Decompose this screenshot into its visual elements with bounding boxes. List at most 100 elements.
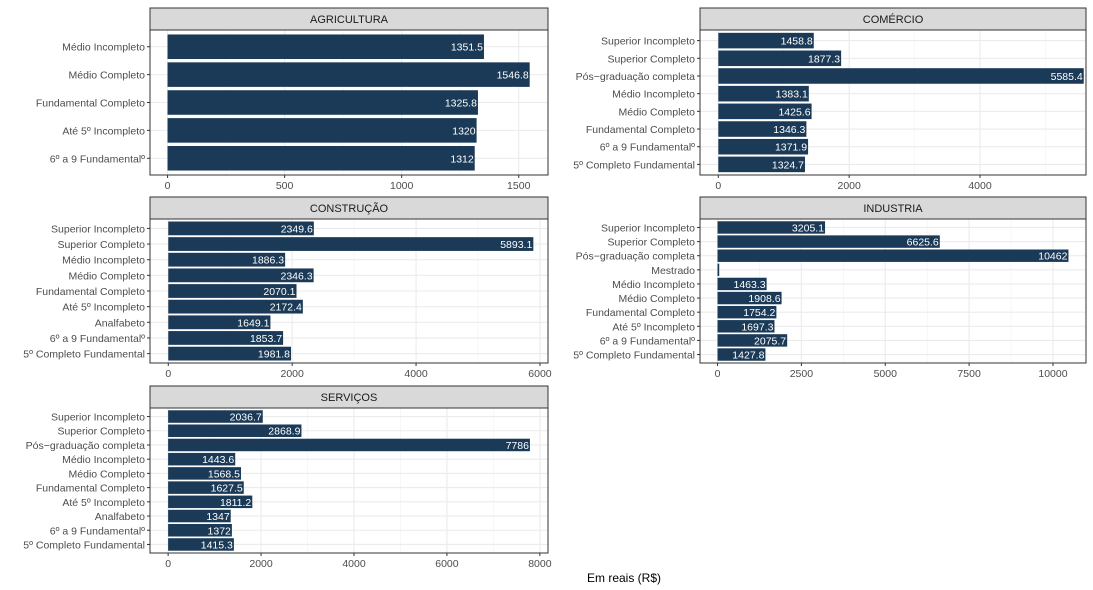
bar-value-label: 1697.3 — [741, 321, 773, 333]
bar-value-label: 5585.4 — [1051, 71, 1083, 83]
panel-comercio: COMÉRCIO 1458.8 Superior Incompleto 1877.3 S… — [573, 7, 1087, 192]
y-tick-label: Fundamental Completo — [36, 483, 145, 495]
y-tick-label: Superior Incompleto — [601, 36, 695, 48]
bar — [167, 34, 484, 59]
y-tick-label: Médio Completo — [69, 468, 146, 480]
bar-value-label: 1877.3 — [808, 53, 840, 65]
bar-value-label: 1427.8 — [732, 350, 764, 362]
panel-title: INDUSTRIA — [863, 203, 923, 215]
y-tick-label: Médio Completo — [619, 106, 696, 118]
bar — [168, 509, 231, 523]
bar — [168, 268, 314, 283]
bar-value-label: 1463.3 — [733, 279, 765, 291]
x-tick-label: 8000 — [528, 558, 552, 570]
bar-value-label: 1325.8 — [445, 98, 477, 110]
y-tick-label: Médio Incompleto — [62, 454, 145, 466]
y-tick-label: Superior Completo — [607, 237, 695, 249]
bar — [717, 305, 777, 319]
y-tick-label: 6º a 9 Fundamentalº — [50, 333, 145, 345]
bar — [168, 467, 242, 480]
panel-title: SERVIÇOS — [321, 392, 378, 404]
bar-value-label: 1372 — [208, 525, 232, 537]
bar — [168, 495, 253, 509]
y-tick-label: Médio Incompleto — [62, 255, 145, 267]
x-tick-label: 0 — [715, 180, 721, 192]
bar — [718, 103, 812, 120]
panel-title: COMÉRCIO — [863, 13, 924, 26]
bar-value-label: 1324.7 — [772, 159, 804, 171]
x-tick-label: 6000 — [528, 368, 552, 380]
y-tick-label: Pós−graduação completa — [26, 440, 146, 452]
bar — [717, 334, 788, 347]
y-tick-label: Superior Incompleto — [601, 222, 695, 234]
x-tick-label: 4000 — [968, 180, 992, 192]
panel-servicos: SERVIÇOS 2036.7 Superior Incompleto 2868.9 S… — [23, 385, 552, 570]
y-tick-label: Superior Completo — [57, 239, 145, 251]
bar-value-label: 1347 — [206, 511, 230, 523]
y-tick-label: 6º a 9 Fundamentalº — [50, 525, 145, 537]
bar — [167, 90, 478, 115]
y-tick-label: 6º a 9 Fundamentalº — [50, 153, 145, 165]
x-tick-label: 10000 — [1038, 368, 1067, 380]
bar-value-label: 1383.1 — [776, 89, 808, 101]
bar-value-label: 1425.6 — [778, 106, 810, 118]
x-tick-label: 5000 — [874, 368, 898, 380]
bar-value-label: 1568.5 — [208, 468, 240, 480]
y-tick-label: Pós−graduação completa — [576, 251, 696, 263]
bar — [717, 221, 826, 234]
y-tick-label: Fundamental Completo — [36, 286, 145, 298]
bar — [168, 438, 530, 452]
bar — [168, 221, 314, 236]
x-tick-label: 0 — [715, 368, 721, 380]
panel-border — [699, 218, 1087, 364]
bar-value-label: 1351.5 — [451, 42, 483, 54]
bar — [168, 524, 232, 537]
bar — [717, 249, 1069, 262]
bar — [168, 252, 286, 267]
bar — [717, 348, 766, 361]
panel-construcao: CONSTRUÇÃO 2349.6 Superior Incompleto 5893.… — [23, 196, 552, 380]
y-tick-label: Analfabeto — [95, 511, 145, 523]
bar-value-label: 1546.8 — [497, 70, 529, 82]
bar — [718, 50, 842, 67]
bar-value-label: 1649.1 — [237, 317, 269, 329]
bar-value-label: 1371.9 — [775, 142, 807, 154]
bar-value-label: 1908.6 — [748, 293, 780, 305]
x-tick-label: 6000 — [435, 558, 459, 570]
y-tick-label: Superior Completo — [57, 426, 145, 438]
y-tick-label: Superior Incompleto — [51, 412, 145, 424]
y-tick-label: Até 5º Incompleto — [62, 302, 145, 314]
bar-value-label: 1627.5 — [211, 483, 243, 495]
bar-value-label: 2346.3 — [280, 270, 312, 282]
bar-value-label: 1886.3 — [252, 255, 284, 267]
bar — [168, 538, 234, 551]
y-tick-label: Superior Incompleto — [51, 223, 145, 235]
x-tick-label: 500 — [276, 180, 294, 192]
bar-value-label: 1853.7 — [250, 333, 282, 345]
bar-value-label: 1811.2 — [220, 497, 251, 509]
bar-value-label: 2075.7 — [754, 335, 786, 347]
bar-value-label: 6625.6 — [907, 237, 939, 249]
y-tick-label: Médio Incompleto — [612, 89, 695, 101]
bar — [717, 320, 775, 333]
bar-value-label: 2868.9 — [268, 426, 300, 438]
y-tick-label: 6º a 9 Fundamentalº — [600, 142, 695, 154]
y-tick-label: Médio Completo — [619, 293, 696, 305]
bar — [718, 85, 809, 102]
panel-title: CONSTRUÇÃO — [310, 202, 389, 215]
panel-title: AGRICULTURA — [310, 14, 389, 26]
bar — [168, 284, 297, 298]
bar-value-label: 1415.3 — [201, 539, 233, 551]
bar — [717, 291, 782, 305]
bar — [717, 277, 767, 291]
panel-border — [149, 29, 549, 176]
y-tick-label: Até 5º Incompleto — [62, 125, 145, 137]
x-tick-label: 2000 — [280, 368, 304, 380]
panel-agricultura: AGRICULTURA 1351.5 Médio Incompleto 1546.8 M… — [36, 7, 549, 192]
bar — [168, 346, 292, 361]
y-tick-label: Até 5º Incompleto — [62, 497, 145, 509]
panels-layer: AGRICULTURA 1351.5 Médio Incompleto 1546.8 M… — [23, 7, 1087, 570]
y-tick-label: Médio Incompleto — [62, 42, 145, 54]
bar-value-label: 2349.6 — [281, 223, 313, 235]
bar — [718, 121, 807, 137]
